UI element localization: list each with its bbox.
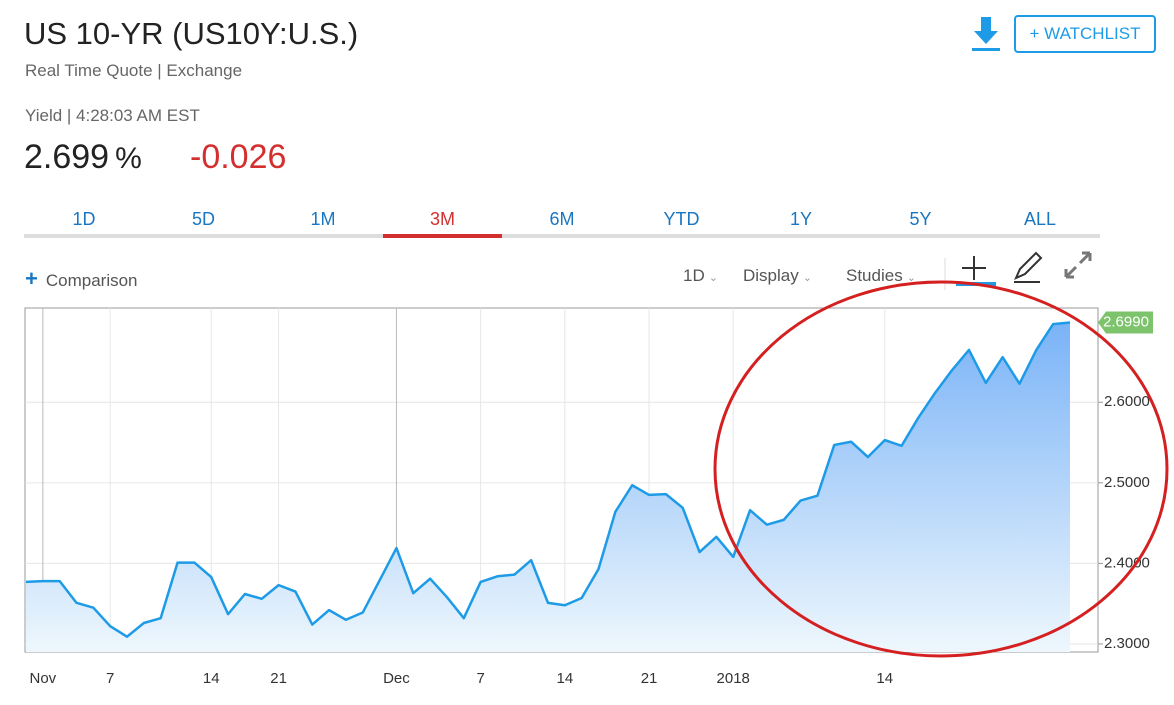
tab[interactable]: 3M <box>429 209 455 229</box>
x-tick-label: 2018 <box>717 670 750 687</box>
studies-menu[interactable]: Studies ⌄ <box>846 266 916 285</box>
y-tick-label: 2.6000 <box>1104 393 1150 410</box>
last-value-label: 2.6990 <box>1103 313 1149 330</box>
tab[interactable]: 1D <box>72 209 96 229</box>
line <box>25 321 1071 638</box>
tab[interactable]: 5D <box>191 209 215 229</box>
studies-label: Studies <box>846 266 903 285</box>
interval-menu[interactable]: 1D ⌄ <box>683 266 718 285</box>
title: US 10-YR (US10Y:U.S.) <box>24 16 359 51</box>
download-icon[interactable] <box>970 15 1002 53</box>
area-fill <box>26 322 1070 652</box>
comparison-label: Comparison <box>45 271 138 290</box>
y-tick-label: 2.3000 <box>1104 635 1150 652</box>
y-tick-label: 2.4000 <box>1104 554 1150 571</box>
comparison-button[interactable]: + Comparison <box>25 266 138 291</box>
tab-rule <box>24 234 1100 238</box>
price-box: 2.699% <box>24 138 142 177</box>
x-tick-label: Dec <box>383 670 410 687</box>
tab[interactable]: 6M <box>549 209 575 229</box>
x-tick-label: 21 <box>641 670 658 687</box>
tab[interactable]: 1Y <box>789 209 813 229</box>
tab[interactable]: YTD <box>663 209 700 229</box>
tab[interactable]: 1M <box>310 209 336 229</box>
price-unit: % <box>115 142 142 175</box>
expand-tool[interactable] <box>1064 251 1092 279</box>
x-tick-label: 21 <box>270 670 287 687</box>
x-tick-label: Nov <box>29 670 56 687</box>
x-tick-label: 7 <box>476 670 484 687</box>
change: -0.026 <box>190 138 287 176</box>
price: 2.699 <box>24 138 110 176</box>
highlight-ellipse <box>713 280 1169 658</box>
tab-active-indicator <box>383 234 502 238</box>
display-menu[interactable]: Display ⌄ <box>743 266 812 285</box>
watchlist-button[interactable]: + WATCHLIST <box>1014 15 1156 53</box>
x-tick-label: 14 <box>556 670 573 687</box>
y-tick-label: 2.5000 <box>1104 474 1150 491</box>
last-value-badge <box>1098 311 1153 334</box>
tab[interactable]: ALL <box>1023 209 1057 229</box>
x-tick-label: 7 <box>106 670 114 687</box>
subtitle: Real Time Quote | Exchange <box>25 61 243 80</box>
x-tick-label: 14 <box>876 670 893 687</box>
draw-tool[interactable] <box>1014 251 1043 283</box>
quote-time: Yield | 4:28:03 AM EST <box>25 106 200 125</box>
x-tick-label: 14 <box>203 670 220 687</box>
display-label: Display <box>743 266 799 285</box>
interval-label: 1D <box>683 266 705 285</box>
tab[interactable]: 5Y <box>909 209 932 229</box>
